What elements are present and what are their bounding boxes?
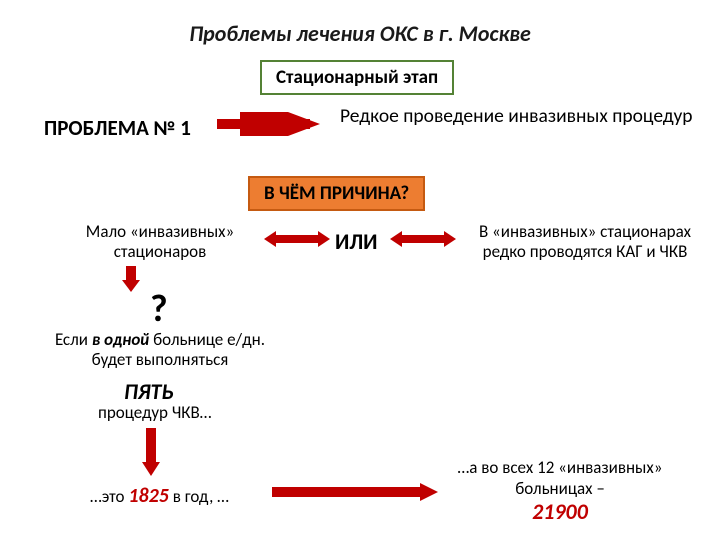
double-arrow-right <box>388 228 458 250</box>
arrow-down-to-year <box>138 426 164 478</box>
year-number: 1825 <box>128 484 169 508</box>
question-mark: ? <box>150 286 168 332</box>
option-left: Мало «инвазивных» стационаров <box>60 222 260 261</box>
problem-label: ПРОБЛЕМА № 1 <box>44 115 191 141</box>
arrow-long-right <box>270 480 440 504</box>
hospital-text: Если в одной больнице е/дн. будет выполн… <box>40 330 280 370</box>
reason-box: В ЧЁМ ПРИЧИНА? <box>248 176 425 211</box>
hospital-line-part1: Если <box>55 329 92 350</box>
year-suffix: в год, … <box>169 486 229 507</box>
connector-or: ИЛИ <box>335 228 378 255</box>
arrow-problem-right <box>215 112 325 136</box>
hospital-emph: в одной <box>92 329 149 350</box>
arrow-down-to-question <box>118 264 144 294</box>
count-word: ПЯТЬ <box>124 378 174 405</box>
year-prefix: …это <box>90 486 128 507</box>
all-hospitals-text: …а во всех 12 «инвазивных» больницах – 2… <box>440 458 680 526</box>
option-right: В «инвазивных» стационарах редко проводя… <box>460 222 710 262</box>
year-text: …это 1825 в год, … <box>90 484 229 508</box>
stage-box: Стационарный этап <box>260 60 454 95</box>
all-hosp-line: …а во всех 12 «инвазивных» больницах – <box>458 457 663 499</box>
all-hosp-number: 21900 <box>532 498 588 525</box>
problem-result: Редкое проведение инвазивных процедур <box>340 105 693 128</box>
page-title: Проблемы лечения ОКС в г. Москве <box>0 20 720 47</box>
double-arrow-left <box>262 228 332 250</box>
procedures-text: процедур ЧКВ… <box>98 402 212 423</box>
